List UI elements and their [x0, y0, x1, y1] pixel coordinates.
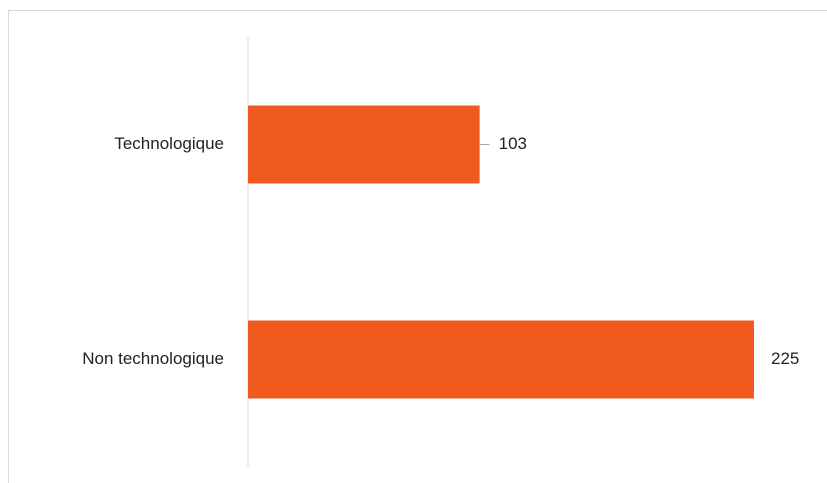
chart-frame — [8, 10, 827, 483]
bar — [248, 105, 480, 184]
y-tick-label: Non technologique — [82, 349, 224, 368]
bar — [248, 320, 754, 399]
value-label: 103 — [499, 134, 527, 153]
value-label: 225 — [771, 349, 799, 368]
y-tick-label: Technologique — [114, 134, 224, 153]
